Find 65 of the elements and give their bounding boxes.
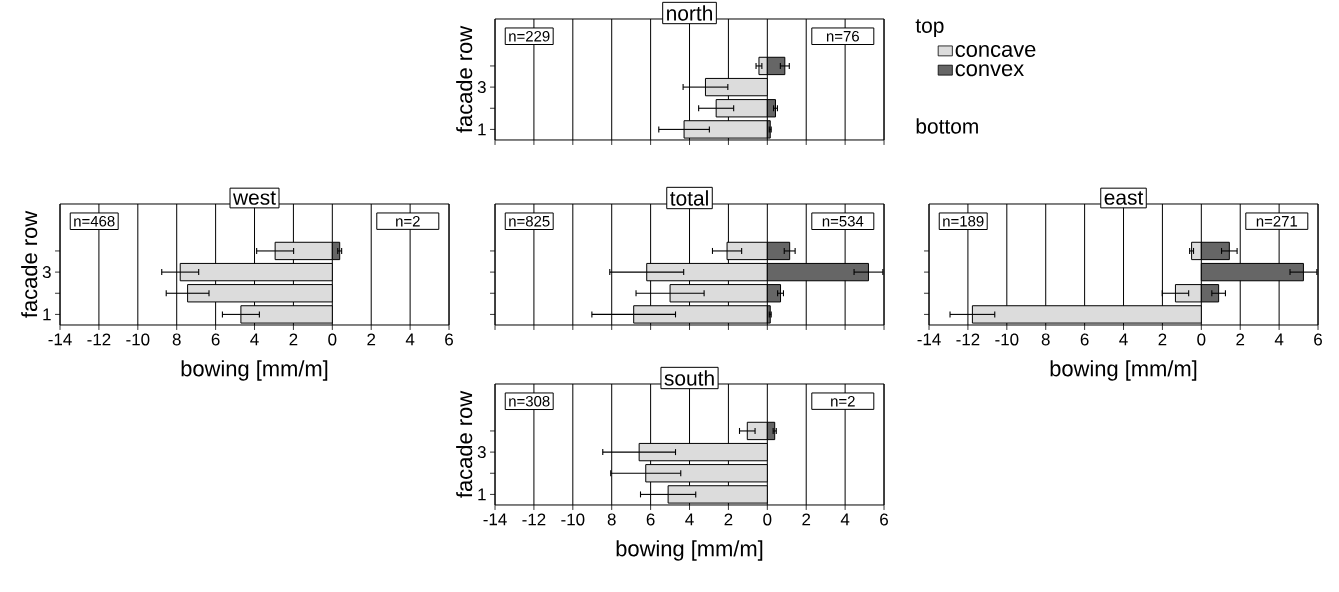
x-tick-label: -12 — [956, 333, 980, 346]
chart-title: east — [1104, 191, 1144, 205]
y-tick-label: 1 — [43, 308, 51, 321]
chart-title: south — [664, 370, 714, 386]
x-tick-label: -10 — [126, 333, 150, 346]
x-tick-label: 4 — [685, 513, 694, 526]
text: n=308 — [509, 395, 550, 407]
x-tick-label: -12 — [87, 333, 111, 346]
text: bottom — [916, 118, 978, 134]
x-tick-label: 6 — [445, 333, 453, 346]
x-tick-label: 2 — [1158, 333, 1167, 346]
y-tick-label: 3 — [477, 446, 486, 459]
text: n=189 — [943, 215, 984, 227]
x-tick-label: -10 — [995, 333, 1019, 346]
x-tick-label: 6 — [211, 333, 220, 346]
x-tick-label: 2 — [1236, 333, 1245, 346]
x-tick-label: -14 — [917, 333, 941, 346]
x-tick-label: 4 — [840, 513, 850, 526]
x-axis-title: bowing [mm/m] — [616, 540, 763, 561]
x-tick-label: 0 — [328, 333, 337, 346]
x-tick-label: -10 — [561, 513, 585, 526]
chart-title: west — [232, 191, 276, 205]
x-tick-label: 6 — [646, 513, 655, 526]
x-tick-label: 2 — [724, 513, 733, 526]
text: n=2 — [396, 215, 420, 227]
x-tick-label: 2 — [802, 513, 811, 526]
text: n=76 — [826, 30, 859, 42]
bar — [704, 77, 768, 97]
x-tick-label: -14 — [48, 333, 72, 346]
x-axis-title: bowing [mm/m] — [1050, 360, 1197, 381]
x-tick-label: -12 — [522, 513, 546, 526]
x-tick-label: 8 — [607, 513, 616, 526]
x-tick-label: 2 — [367, 333, 376, 346]
x-tick-label: 4 — [250, 333, 259, 346]
text: n=825 — [509, 215, 550, 227]
x-tick-label: 4 — [1274, 333, 1284, 346]
text: top — [915, 19, 944, 38]
text: n=2 — [831, 395, 855, 407]
x-tick-label: 4 — [405, 333, 415, 346]
text: n=468 — [74, 215, 115, 227]
legend-label: convex — [955, 64, 1024, 77]
text: n=229 — [509, 30, 550, 42]
y-tick-label: 3 — [477, 81, 486, 94]
x-axis-title: bowing [mm/m] — [181, 360, 328, 381]
x-tick-label: 6 — [1314, 333, 1322, 346]
y-tick-label: 3 — [42, 266, 51, 279]
x-tick-label: 0 — [763, 513, 772, 526]
x-tick-label: -14 — [483, 513, 507, 526]
x-tick-label: 4 — [1119, 333, 1128, 346]
chart-title: total — [670, 190, 708, 206]
y-tick-label: 1 — [478, 488, 486, 501]
chart-title: north — [667, 5, 712, 21]
x-tick-label: 0 — [1197, 333, 1206, 346]
text: n=534 — [822, 215, 864, 227]
y-axis-title: facade row — [456, 390, 473, 498]
y-axis-title: facade row — [456, 25, 473, 133]
legend-label: concave — [955, 44, 1036, 57]
y-axis-title: facade row — [21, 210, 38, 318]
x-tick-label: 6 — [880, 513, 888, 526]
x-tick-label: 8 — [1041, 333, 1050, 346]
x-tick-label: 6 — [1080, 333, 1089, 346]
x-tick-label: 2 — [289, 333, 298, 346]
text: n=271 — [1256, 215, 1298, 227]
y-tick-label: 1 — [478, 123, 486, 136]
x-tick-label: 8 — [172, 333, 181, 346]
